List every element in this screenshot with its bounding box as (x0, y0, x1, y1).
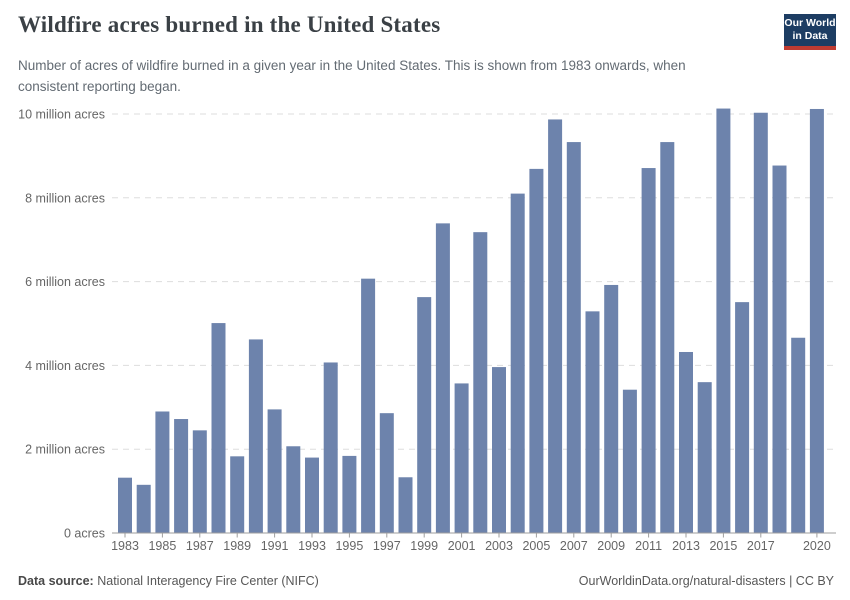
bar-1989[interactable] (230, 456, 245, 533)
bar-1991[interactable] (267, 409, 282, 533)
owid-logo-line2: in Data (792, 30, 828, 42)
bar-2007[interactable] (566, 142, 581, 533)
bar-2018[interactable] (772, 165, 787, 534)
bar-1997[interactable] (379, 413, 394, 533)
y-axis-label: 8 million acres (25, 191, 105, 205)
y-axis-label: 2 million acres (25, 443, 105, 457)
bar-1984[interactable] (136, 484, 151, 533)
x-axis-label: 1993 (298, 539, 326, 553)
bar-2001[interactable] (454, 383, 469, 533)
bar-1983[interactable] (118, 477, 132, 533)
x-axis-label: 1997 (373, 539, 401, 553)
bar-1986[interactable] (174, 419, 189, 533)
chart-title: Wildfire acres burned in the United Stat… (18, 12, 441, 37)
bar-1988[interactable] (211, 323, 226, 533)
x-axis-label: 1989 (223, 539, 251, 553)
bar-2000[interactable] (435, 223, 450, 533)
x-axis-label: 2017 (747, 539, 775, 553)
bar-2004[interactable] (510, 193, 525, 534)
x-axis-label: 2005 (522, 539, 550, 553)
bar-1987[interactable] (192, 430, 207, 533)
y-axis-label: 10 million acres (18, 108, 105, 122)
bar-1998[interactable] (398, 477, 413, 533)
chart-footer: Data source: National Interagency Fire C… (18, 574, 834, 588)
x-axis-label: 1995 (335, 539, 363, 553)
x-axis-label: 2015 (709, 539, 737, 553)
data-source: Data source: National Interagency Fire C… (18, 574, 319, 588)
bar-2005[interactable] (529, 168, 544, 533)
bar-2017[interactable] (753, 112, 768, 534)
x-axis-label: 1983 (111, 539, 139, 553)
x-axis-label: 2020 (803, 539, 831, 553)
x-axis-label: 1985 (148, 539, 176, 553)
bar-1985[interactable] (155, 411, 170, 533)
bar-2016[interactable] (735, 302, 750, 533)
bar-2006[interactable] (548, 119, 563, 534)
x-axis-label: 2001 (448, 539, 476, 553)
bar-1994[interactable] (323, 362, 338, 533)
y-axis-label: 0 acres (64, 527, 105, 541)
bar-2012[interactable] (660, 142, 675, 533)
bar-1999[interactable] (417, 297, 432, 533)
bar-2009[interactable] (604, 284, 619, 533)
y-axis-label: 6 million acres (25, 275, 105, 289)
x-axis-label: 2007 (560, 539, 588, 553)
bar-1995[interactable] (342, 455, 357, 533)
bar-2002[interactable] (473, 232, 488, 533)
bar-1996[interactable] (361, 278, 376, 533)
x-axis-label: 2013 (672, 539, 700, 553)
bar-1992[interactable] (286, 446, 301, 533)
bar-2014[interactable] (697, 382, 712, 533)
x-axis-label: 2009 (597, 539, 625, 553)
bar-2013[interactable] (679, 351, 693, 533)
x-axis-label: 2011 (635, 539, 662, 553)
bar-2011[interactable] (641, 168, 656, 533)
x-axis-label: 1991 (261, 539, 289, 553)
x-axis-label: 1987 (186, 539, 214, 553)
data-source-value: National Interagency Fire Center (NIFC) (97, 574, 319, 588)
bar-2010[interactable] (622, 389, 637, 533)
y-axis-label: 4 million acres (25, 359, 105, 373)
data-source-label: Data source: (18, 574, 94, 588)
chart-subtitle: Number of acres of wildfire burned in a … (18, 58, 686, 94)
footer-citation-link[interactable]: OurWorldinData.org/natural-disasters | C… (578, 574, 834, 588)
x-axis-label: 2003 (485, 539, 513, 553)
bar-2008[interactable] (585, 311, 600, 533)
bar-chart: 0 acres 2 million acres 4 million acres 6 m… (18, 108, 836, 553)
bar-2003[interactable] (492, 367, 506, 533)
bar-2020[interactable] (809, 108, 824, 534)
bar-1993[interactable] (305, 457, 319, 533)
bar-2015[interactable] (716, 108, 731, 533)
owid-logo[interactable]: Our World in Data (784, 14, 836, 50)
bar-2019[interactable] (791, 337, 806, 533)
owid-logo-line1: Our World (784, 17, 836, 29)
bar-1990[interactable] (248, 339, 263, 533)
x-axis-label: 1999 (410, 539, 438, 553)
